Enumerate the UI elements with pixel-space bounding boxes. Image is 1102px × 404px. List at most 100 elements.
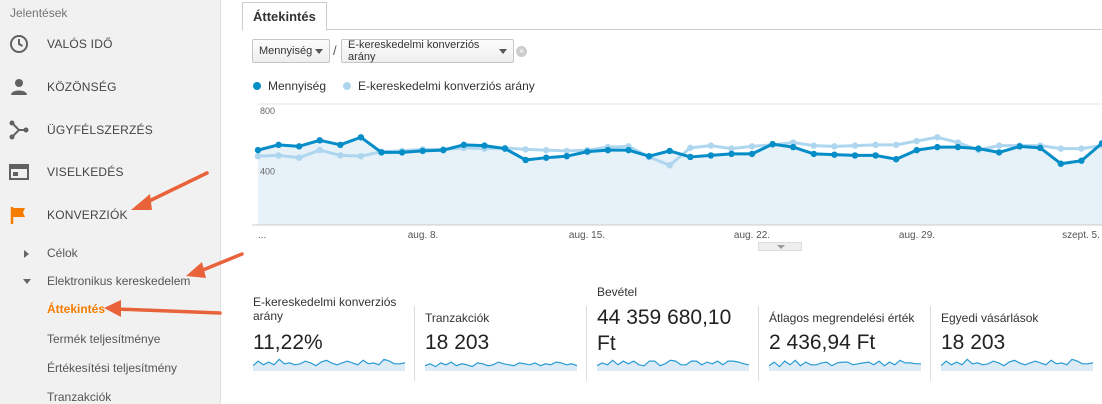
data-point <box>522 146 529 153</box>
chevron-down-icon <box>499 48 507 54</box>
secondary-metric-dropdown[interactable]: E-kereskedelmi konverziós arány <box>341 39 514 63</box>
data-point <box>687 144 694 152</box>
scorecard-sparkline <box>941 358 1093 371</box>
data-point <box>645 152 653 160</box>
scorecard-avg-order-value[interactable]: Átlagos megrendelési érték 2 436,94 Ft <box>769 283 927 383</box>
data-point <box>1078 145 1085 152</box>
tab-overview[interactable]: Áttekintés <box>242 2 327 31</box>
x-tick-label: aug. 15. <box>569 230 605 241</box>
sidebar: Jelentések VALÓS IDŐ KÖZÖNSÉG ÜGYFÉLSZER… <box>0 0 221 404</box>
data-point <box>522 156 529 164</box>
data-point <box>440 146 447 154</box>
scorecard-unique-purchases[interactable]: Egyedi vásárlások 18 203 <box>941 283 1099 383</box>
scorecard-label: Tranzakciók <box>425 311 490 325</box>
scorecard-sparkline <box>425 361 577 371</box>
sidebar-item-audience[interactable]: KÖZÖNSÉG <box>0 67 221 107</box>
data-point <box>501 145 509 152</box>
data-point <box>419 147 426 155</box>
scorecard-value: 44 359 680,10 Ft <box>597 306 732 355</box>
data-point <box>954 143 962 151</box>
chart-collapse-handle[interactable] <box>758 242 802 251</box>
data-point <box>831 143 838 150</box>
data-point <box>584 148 591 155</box>
data-point <box>1037 144 1044 152</box>
sidebar-item-label: ÜGYFÉLSZERZÉS <box>47 123 153 137</box>
sidebar-subitem-ecommerce[interactable]: Elektronikus kereskedelem <box>47 274 191 288</box>
sparkline-area <box>941 359 1093 371</box>
sidebar-subitem-goals[interactable]: Célok <box>47 246 78 260</box>
data-point <box>337 141 344 149</box>
metric-separator: / <box>333 43 337 58</box>
caret-down-icon <box>23 279 31 284</box>
sparkline-area <box>597 360 749 371</box>
sparkline-area <box>253 359 405 371</box>
secondary-metric-label: E-kereskedelmi konverziós arány <box>348 39 480 63</box>
sidebar-item-realtime[interactable]: VALÓS IDŐ <box>0 24 221 64</box>
sidebar-subitem-sales-performance[interactable]: Értékesítési teljesítmény <box>47 361 178 375</box>
data-point <box>357 134 365 141</box>
data-point <box>563 152 570 160</box>
data-point <box>892 141 900 149</box>
x-tick-label: aug. 22. <box>734 230 770 241</box>
sparkline-line <box>941 358 1093 367</box>
sidebar-item-conversions[interactable]: KONVERZIÓK <box>0 195 221 235</box>
clock-icon <box>9 34 29 54</box>
primary-metric-label: Mennyiség <box>259 45 313 57</box>
scorecard-label: Egyedi vásárlások <box>941 311 1039 325</box>
sidebar-item-behavior[interactable]: VISELKEDÉS <box>0 152 221 192</box>
sidebar-item-label: VALÓS IDŐ <box>47 37 113 51</box>
data-point <box>810 150 818 158</box>
scorecard-conversion-rate[interactable]: E-kereskedelmi konverziós arány 11,22% <box>253 283 411 383</box>
data-point <box>995 149 1003 156</box>
scorecard-label: E-kereskedelmi konverziós arány <box>253 295 397 323</box>
data-point <box>275 141 282 149</box>
scorecard-sparkline <box>769 359 921 371</box>
scorecard-transactions[interactable]: Tranzakciók 18 203 <box>425 283 583 383</box>
data-point <box>728 150 735 158</box>
data-point <box>790 143 797 151</box>
data-point <box>295 154 303 161</box>
data-point <box>707 142 715 149</box>
sidebar-subitem-overview[interactable]: Áttekintés <box>47 302 106 316</box>
sidebar-item-acquisition[interactable]: ÜGYFÉLSZERZÉS <box>0 110 221 150</box>
data-point <box>666 147 673 155</box>
acquisition-icon <box>9 120 29 140</box>
sidebar-item-label: KONVERZIÓK <box>47 208 128 222</box>
flag-icon <box>9 205 29 225</box>
x-tick-label: ... <box>258 230 266 241</box>
line-chart: 800 400... aug. 8. aug. 15. aug. 22. aug. 29.… <box>252 103 1102 241</box>
data-point <box>851 142 859 149</box>
sidebar-subitem-transactions[interactable]: Tranzakciók <box>47 390 112 404</box>
divider <box>930 306 931 381</box>
data-point <box>275 152 282 159</box>
primary-metric-dropdown[interactable]: Mennyiség <box>252 39 330 63</box>
data-point <box>357 152 365 160</box>
person-icon <box>9 77 29 97</box>
x-tick-label: aug. 29. <box>899 230 935 241</box>
remove-metric-icon[interactable]: × <box>516 46 527 57</box>
behavior-icon <box>9 162 29 182</box>
tab-bar: Áttekintés <box>242 0 1102 31</box>
caret-right-icon <box>24 250 29 258</box>
scorecard-sparkline <box>597 359 749 371</box>
data-point <box>563 147 570 155</box>
data-point <box>460 141 468 149</box>
scorecard-value: 18 203 <box>425 331 490 354</box>
data-point <box>769 140 776 148</box>
sidebar-header: Jelentések <box>10 6 68 20</box>
data-point <box>975 145 982 152</box>
data-point <box>481 142 488 149</box>
data-point <box>378 149 385 156</box>
y-tick-label: 400 <box>260 167 275 177</box>
scorecard-revenue[interactable]: Bevétel 44 359 680,10 Ft <box>597 283 755 383</box>
divider <box>414 306 415 381</box>
divider <box>758 306 759 381</box>
data-point <box>872 152 879 159</box>
legend-item-secondary: E-kereskedelmi konverziós arány <box>343 79 535 93</box>
legend-item-primary: Mennyiség <box>253 79 326 93</box>
sidebar-subitem-product-performance[interactable]: Termék teljesítménye <box>47 332 161 346</box>
scorecard-label: Átlagos megrendelési érték <box>769 311 915 325</box>
legend-label: Mennyiség <box>268 79 327 93</box>
data-point <box>707 152 715 159</box>
sidebar-item-label: VISELKEDÉS <box>47 165 124 179</box>
